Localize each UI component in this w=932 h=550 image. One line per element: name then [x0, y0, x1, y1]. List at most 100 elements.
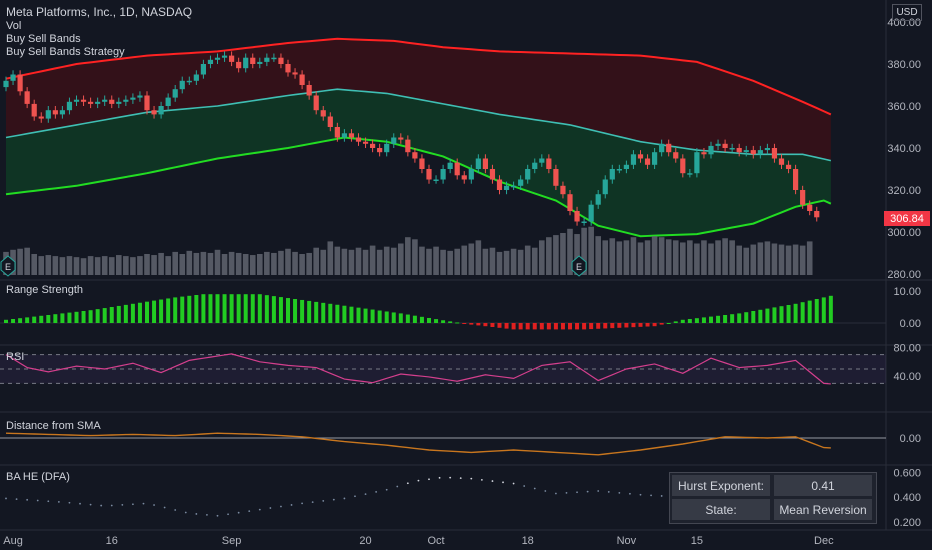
- range-strength-bar: [765, 308, 770, 323]
- volume-bar: [24, 247, 30, 275]
- hurst-dot: [258, 508, 261, 511]
- range-strength-bar: [67, 312, 72, 323]
- range-strength-bar: [469, 323, 474, 325]
- candle-body: [137, 95, 143, 98]
- currency-label[interactable]: USD: [892, 4, 922, 21]
- time-tick-label: 20: [359, 535, 371, 547]
- candle-body: [652, 152, 658, 165]
- volume-bar: [271, 252, 277, 275]
- range-strength-title[interactable]: Range Strength: [6, 284, 84, 296]
- range-strength-bar: [730, 314, 735, 323]
- range-strength-bar: [652, 323, 657, 327]
- candle-body: [271, 57, 277, 60]
- range-strength-bar: [159, 299, 164, 323]
- candle-body: [715, 143, 721, 146]
- candle-body: [482, 158, 488, 169]
- indicator-vol[interactable]: Vol: [6, 20, 22, 32]
- candle-body: [66, 101, 73, 111]
- hurst-dot: [523, 485, 526, 487]
- candle-body: [200, 64, 206, 75]
- range-strength-bar: [208, 294, 213, 323]
- hurst-dot: [406, 482, 409, 485]
- range-strength-bar: [405, 314, 410, 323]
- range-strength-bar: [546, 323, 551, 330]
- candle-body: [800, 190, 806, 205]
- candle-body: [80, 99, 87, 102]
- volume-bar: [757, 242, 764, 275]
- indicator-buy-sell-bands[interactable]: Buy Sell Bands: [6, 33, 81, 45]
- candle-body: [503, 185, 510, 190]
- candle-body: [468, 169, 474, 180]
- candle-body: [391, 137, 397, 144]
- hurst-dot: [100, 504, 103, 507]
- candle-body: [355, 137, 362, 142]
- candle-body: [123, 99, 129, 102]
- volume-bar: [440, 249, 446, 275]
- hurst-table: Hurst Exponent: 0.41 State: Mean Reversi…: [669, 472, 877, 524]
- candle-body: [659, 143, 665, 153]
- candle-body: [764, 148, 770, 151]
- time-tick-label: 16: [106, 535, 118, 547]
- volume-bar: [588, 226, 594, 275]
- time-tick-label: Oct: [427, 535, 444, 547]
- hurst-dot: [576, 491, 578, 494]
- volume-bar: [729, 240, 735, 275]
- sma-distance-title[interactable]: Distance from SMA: [6, 420, 101, 432]
- volume-bar: [228, 251, 235, 275]
- range-strength-bar: [582, 323, 587, 330]
- candle-body: [525, 169, 531, 180]
- hurst-dot: [438, 476, 441, 479]
- range-strength-bar: [772, 307, 777, 323]
- candle-body: [574, 211, 580, 222]
- candle-body: [722, 143, 728, 148]
- range-strength-bar: [518, 323, 523, 330]
- range-strength-bar: [624, 323, 629, 328]
- candle-body: [511, 185, 517, 188]
- candle-body: [447, 162, 453, 169]
- time-tick-label: 15: [691, 535, 703, 547]
- candle-body: [588, 204, 594, 222]
- candle-body: [814, 211, 820, 218]
- rsi-title[interactable]: RSI: [6, 351, 25, 363]
- range-strength-bar: [81, 311, 86, 323]
- indicator-buy-sell-bands-strategy[interactable]: Buy Sell Bands Strategy: [6, 46, 125, 58]
- volume-bar: [524, 245, 531, 275]
- range-strength-bar: [130, 303, 135, 323]
- volume-bar: [644, 240, 651, 275]
- range-strength-bar: [758, 309, 763, 323]
- candle-body: [616, 169, 622, 171]
- candle-body: [412, 152, 418, 159]
- volume-bar: [553, 235, 559, 275]
- hurst-dot: [555, 492, 557, 495]
- candle-body: [341, 133, 347, 138]
- range-strength-bar: [222, 294, 227, 323]
- volume-bar: [503, 250, 510, 275]
- range-strength-bar: [32, 316, 37, 323]
- volume-bar: [172, 251, 178, 275]
- hurst-dot: [385, 488, 388, 491]
- candle-body: [362, 141, 369, 144]
- volume-bar: [362, 249, 369, 275]
- range-strength-bar: [18, 318, 23, 323]
- range-strength-bar: [807, 300, 812, 323]
- volume-bar: [200, 251, 207, 275]
- hurst-dot: [512, 482, 515, 485]
- volume-bar: [806, 241, 813, 275]
- range-strength-bar: [307, 300, 312, 323]
- range-strength-bar: [737, 313, 742, 323]
- candle-body: [221, 55, 228, 58]
- range-strength-bar: [363, 308, 368, 323]
- candle-body: [229, 55, 235, 62]
- range-strength-bar: [560, 323, 565, 330]
- candle-body: [475, 158, 481, 169]
- earnings-marker-icon: [571, 255, 587, 277]
- candle-body: [52, 110, 58, 115]
- range-strength-bar: [497, 323, 502, 328]
- volume-bar: [539, 240, 545, 275]
- hurst-pane-title[interactable]: BA HE (DFA): [6, 471, 70, 483]
- range-strength-bar: [137, 302, 142, 323]
- earnings-marker-icon: [0, 255, 16, 277]
- hurst-dot: [110, 504, 113, 507]
- range-strength-bar: [490, 323, 495, 327]
